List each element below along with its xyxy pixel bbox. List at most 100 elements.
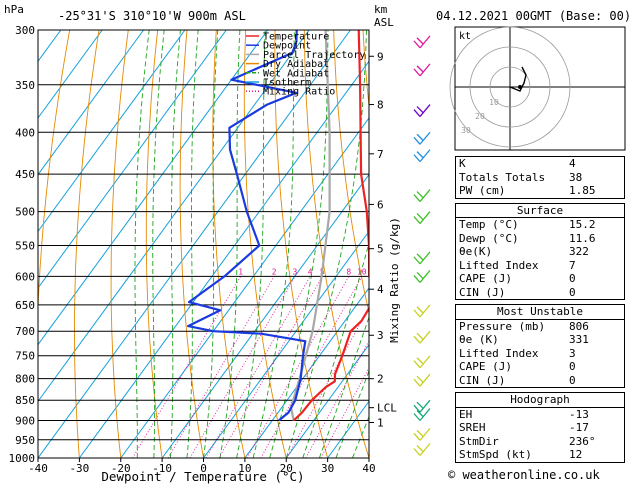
wind-barb-staff	[419, 131, 431, 145]
height-tick-label: 5	[377, 243, 384, 256]
pressure-tick-label: 550	[15, 239, 35, 252]
pressure-tick-label: 300	[15, 24, 35, 37]
table-row: Temp (°C) 15.2	[459, 218, 596, 231]
wet-adiabat-line	[186, 30, 199, 458]
isotherm-line	[78, 60, 369, 458]
legend-entry: Parcel Trajectory	[263, 50, 365, 61]
hodograph-ring-label: 30	[461, 126, 471, 135]
diagram-grid: 1 2 3 4 5 8 10 15 20 25	[38, 30, 369, 458]
x-axis-label: Dewpoint / Temperature (°C)	[101, 469, 304, 484]
wind-barb-flag	[416, 151, 424, 159]
hodograph-ring	[489, 66, 531, 108]
x-tick-label: -10	[152, 462, 172, 475]
wind-barb-flag	[413, 448, 421, 456]
height-tick-label: 4	[377, 283, 384, 296]
height-tick-label: 9	[377, 50, 384, 63]
hodograph: 10 20 30 kt	[449, 26, 626, 151]
table-row: CAPE (J) 0	[459, 360, 576, 373]
wind-barb-flag	[416, 271, 424, 279]
table-row: Lifted Index 3	[459, 346, 576, 360]
wind-barb	[413, 427, 431, 441]
pressure-tick-label: 500	[15, 206, 35, 219]
wet-adiabat-line	[134, 30, 150, 458]
wind-barb	[413, 443, 431, 456]
wet-adiabat-line	[219, 30, 241, 458]
wind-barb-flag	[413, 154, 421, 163]
wind-barb-flag	[416, 401, 424, 409]
table-row: θe (K) 331	[459, 333, 589, 346]
isotherm-line	[38, 30, 103, 119]
wind-barb-staff	[419, 304, 431, 318]
wind-barb-flag	[413, 275, 421, 283]
axes: 3003504004505005506006507007508008509009…	[9, 24, 398, 475]
wind-barb-flag	[413, 40, 421, 49]
height-tick-label: 1	[377, 417, 384, 430]
legend-entry: Temperature	[263, 32, 329, 43]
pressure-tick-label: 750	[15, 350, 35, 363]
hodograph-trace	[509, 66, 527, 92]
wind-barb-flag	[413, 216, 421, 225]
height-tick-label: 6	[377, 198, 384, 211]
pressure-tick-label: 400	[15, 126, 35, 139]
wind-barb	[413, 408, 431, 421]
wind-barb	[413, 304, 431, 318]
table-row: Pressure (mb) 806	[459, 319, 589, 333]
pressure-tick-label: 950	[15, 434, 35, 447]
mixing-ratio-line	[218, 276, 323, 458]
wind-barb-staff	[419, 373, 431, 387]
legend-entry: Mixing Ratio	[263, 87, 335, 98]
wind-barb-staff	[419, 189, 431, 203]
mixing-ratio-label: 8	[346, 267, 351, 276]
most-unstable-title: Most Unstable	[455, 304, 625, 320]
height-tick-label: 3	[377, 329, 384, 342]
table-row: Dewp (°C) 11.6	[459, 231, 596, 245]
wind-barb-staff	[419, 104, 431, 117]
wind-barb-staff	[419, 330, 431, 344]
height-unit-asl: ASL	[374, 16, 394, 29]
credit-link[interactable]: © weatheronline.co.uk	[448, 468, 600, 482]
hodograph-unit-label: kt	[459, 31, 471, 42]
wet-adiabat-line	[152, 30, 165, 458]
wind-barb-flag	[413, 378, 421, 387]
wind-barb-staff	[419, 35, 431, 49]
table-row: StmSpd (kt) 12	[459, 448, 583, 461]
wind-barb-flag	[416, 213, 424, 221]
wind-barb-flag	[413, 360, 421, 369]
dry-adiabat-line	[74, 30, 100, 458]
height-tick-label: 8	[377, 99, 384, 112]
wind-barb-flag	[416, 306, 424, 314]
profile-curves	[187, 30, 369, 422]
hodograph-title: Hodograph	[455, 392, 625, 408]
wind-barb	[413, 104, 431, 117]
x-tick-label: 40	[362, 462, 375, 475]
mixing-ratio-label: 3	[292, 267, 297, 276]
dry-adiabat-line	[38, 30, 71, 458]
isotherm-line	[203, 230, 369, 458]
pressure-tick-label: 600	[15, 270, 35, 283]
wind-barb-staff	[419, 63, 431, 77]
wind-barb	[413, 251, 431, 265]
dewpoint-curve	[187, 30, 307, 422]
wind-barb	[413, 63, 431, 77]
isotherm-line	[38, 30, 310, 403]
table-row: EH -13	[459, 407, 589, 421]
pressure-tick-label: 800	[15, 373, 35, 386]
most-unstable-table: Most Unstable Pressure (mb) 806 θe (K) 331…	[455, 304, 625, 388]
x-tick-label: -30	[69, 462, 89, 475]
surface-title: Surface	[455, 202, 625, 218]
wind-barb	[413, 330, 431, 344]
x-tick-label: 20	[280, 462, 293, 475]
hodograph-frame	[454, 26, 626, 151]
wind-barb-flag	[413, 194, 421, 203]
isotherm-line	[38, 30, 144, 176]
wind-barb-flag	[416, 191, 424, 199]
pressure-tick-label: 1000	[9, 452, 36, 465]
datetime-title: 04.12.2021 00GMT (Base: 00)	[436, 9, 629, 23]
table-row: Totals Totals 38	[459, 170, 583, 184]
wind-barb-flag	[413, 309, 421, 318]
isotherm-line	[120, 117, 369, 458]
wind-barb	[413, 189, 431, 203]
